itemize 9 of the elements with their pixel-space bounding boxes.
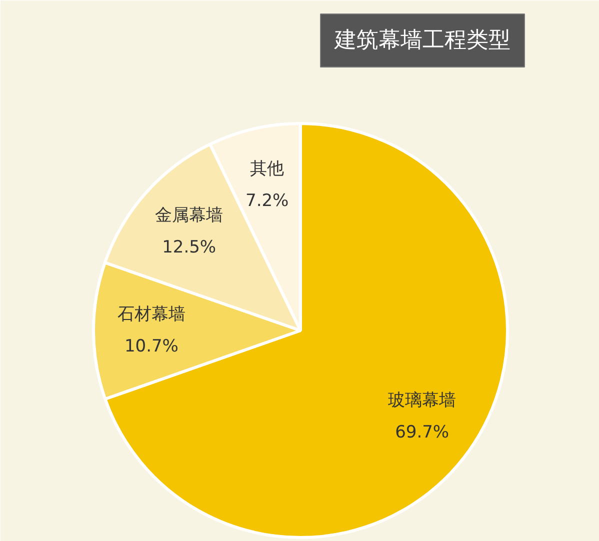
slice-label: 石材幕墙 (117, 304, 186, 325)
slice-label: 其他 (250, 159, 284, 180)
data-label: 69.7% (395, 422, 450, 443)
data-label: 7.2% (246, 191, 289, 212)
data-label: 12.5% (162, 237, 216, 258)
slice-label: 玻璃幕墙 (388, 390, 456, 411)
chart-title: 建筑幕墙工程类型 (334, 28, 510, 53)
slice-label: 金属幕墙 (155, 205, 224, 226)
data-label: 10.7% (124, 336, 178, 357)
